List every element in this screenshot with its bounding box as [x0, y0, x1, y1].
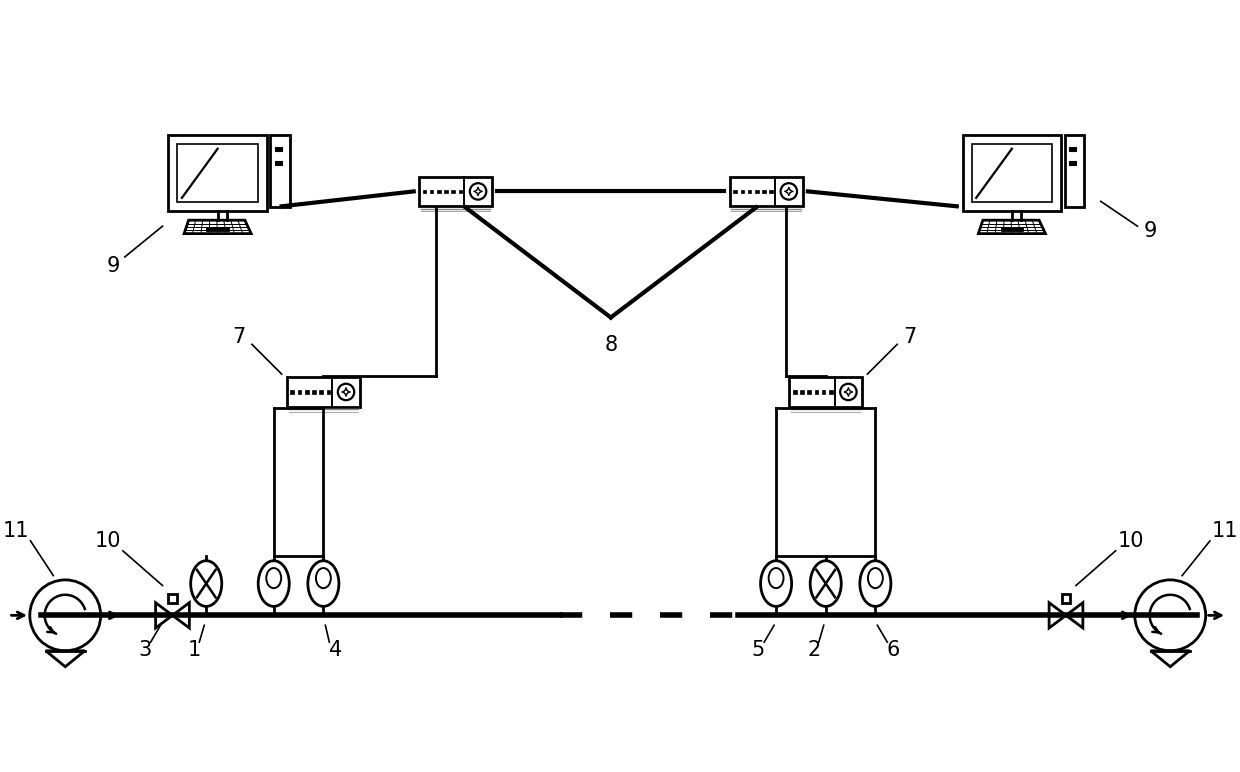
Text: 5: 5: [751, 640, 765, 660]
Polygon shape: [184, 220, 252, 234]
Text: 8: 8: [604, 335, 618, 355]
Polygon shape: [326, 390, 330, 394]
Polygon shape: [275, 147, 281, 151]
Polygon shape: [320, 390, 324, 394]
Text: 4: 4: [329, 640, 342, 660]
Polygon shape: [451, 190, 455, 193]
Polygon shape: [444, 190, 448, 193]
Polygon shape: [423, 190, 427, 193]
Polygon shape: [169, 135, 267, 212]
Text: 10: 10: [1117, 531, 1143, 551]
Polygon shape: [207, 227, 229, 231]
Polygon shape: [789, 378, 862, 407]
Text: 9: 9: [107, 256, 119, 276]
Polygon shape: [807, 390, 811, 394]
Polygon shape: [800, 390, 804, 394]
Text: 7: 7: [904, 327, 916, 347]
Text: 6: 6: [887, 640, 900, 660]
Text: 11: 11: [2, 521, 29, 541]
Polygon shape: [1065, 135, 1084, 207]
Polygon shape: [755, 190, 759, 193]
Text: 3: 3: [138, 640, 151, 660]
Polygon shape: [1001, 227, 1023, 231]
Polygon shape: [822, 390, 826, 394]
Polygon shape: [972, 144, 1052, 202]
Text: 2: 2: [807, 640, 821, 660]
Polygon shape: [459, 190, 463, 193]
Text: 11: 11: [1211, 521, 1238, 541]
Polygon shape: [792, 390, 796, 394]
Text: 1: 1: [187, 640, 201, 660]
Text: 10: 10: [94, 531, 122, 551]
Polygon shape: [978, 220, 1045, 234]
Polygon shape: [1069, 161, 1076, 164]
Polygon shape: [770, 190, 773, 193]
Polygon shape: [275, 161, 281, 164]
Polygon shape: [740, 190, 744, 193]
Text: 7: 7: [232, 327, 246, 347]
Polygon shape: [298, 390, 301, 394]
Polygon shape: [169, 594, 176, 603]
Polygon shape: [830, 390, 833, 394]
Polygon shape: [733, 190, 737, 193]
Polygon shape: [748, 190, 751, 193]
Polygon shape: [962, 135, 1061, 212]
Polygon shape: [1061, 594, 1070, 603]
Polygon shape: [763, 190, 766, 193]
Polygon shape: [1069, 147, 1076, 151]
Polygon shape: [436, 190, 440, 193]
Polygon shape: [419, 177, 492, 206]
Polygon shape: [270, 135, 290, 207]
Polygon shape: [729, 177, 802, 206]
Polygon shape: [312, 390, 316, 394]
Text: 9: 9: [1143, 221, 1157, 241]
Polygon shape: [290, 390, 294, 394]
Polygon shape: [286, 378, 360, 407]
Polygon shape: [430, 190, 434, 193]
Polygon shape: [815, 390, 818, 394]
Polygon shape: [305, 390, 309, 394]
Polygon shape: [177, 144, 258, 202]
